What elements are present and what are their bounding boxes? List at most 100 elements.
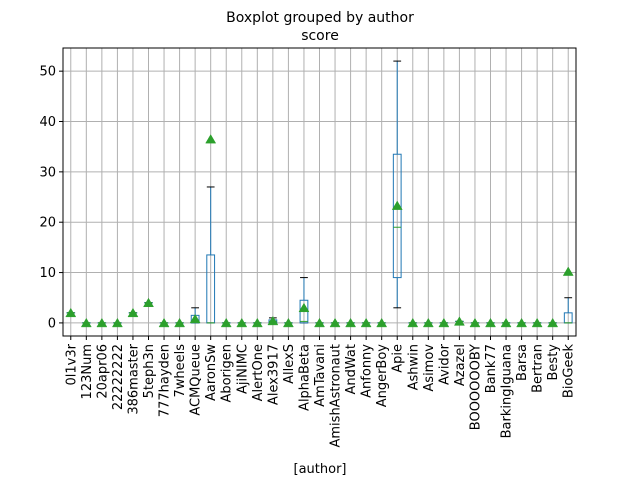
y-tick-label: 30	[39, 165, 56, 180]
box-7wheels	[174, 317, 186, 328]
mean-marker	[282, 317, 294, 328]
x-tick-label: 123Num	[80, 344, 95, 399]
box-123Num	[80, 317, 92, 328]
x-tick-label: BOOOOOOBY	[468, 344, 483, 430]
box-BioGeek	[562, 266, 574, 324]
y-tick-label: 50	[39, 65, 56, 80]
mean-marker	[329, 317, 341, 328]
mean-marker	[345, 317, 357, 328]
box-BOOOOOOBY	[469, 317, 481, 328]
mean-marker	[298, 302, 310, 313]
mean-marker	[127, 307, 139, 318]
mean-marker	[485, 317, 496, 328]
y-tick-label: 40	[39, 115, 56, 130]
x-tick-label: Ashwin	[406, 344, 421, 390]
box-20apr06	[96, 317, 108, 328]
mean-marker	[205, 134, 217, 144]
x-tick-label: Bank77	[484, 344, 499, 393]
mean-marker	[80, 317, 92, 328]
mean-marker	[516, 317, 528, 328]
x-axis: 0l1v3r 123Num 20apr06 22222222 386master 5tep…	[64, 336, 577, 448]
box-Anfonny	[360, 317, 372, 328]
y-axis: 0 10 20 30 40 50	[39, 65, 63, 331]
box-AlertOne	[251, 317, 263, 328]
x-tick-label: 0l1v3r	[64, 343, 79, 385]
box-Bertran	[531, 317, 543, 328]
mean-marker	[96, 317, 108, 328]
mean-marker	[251, 317, 263, 328]
x-tick-label: Azazel	[453, 344, 468, 386]
mean-marker	[236, 317, 248, 328]
x-tick-label: Asimov	[422, 344, 437, 392]
x-axis-label: [author]	[294, 462, 347, 477]
box-AmTavani	[314, 317, 325, 328]
chart-title: Boxplot grouped by author	[226, 10, 414, 26]
mean-marker	[220, 317, 232, 328]
y-tick-label: 20	[39, 216, 56, 231]
chart-subtitle: score	[301, 28, 339, 44]
mean-marker	[422, 317, 434, 328]
x-tick-label: Apie	[391, 344, 406, 373]
x-tick-label: AndWat	[344, 344, 359, 394]
x-tick-label: 22222222	[111, 344, 126, 410]
mean-marker	[111, 317, 123, 328]
box-AndWat	[345, 317, 357, 328]
box-22222222	[111, 317, 123, 328]
mean-marker	[360, 317, 372, 328]
box-Bank77	[485, 317, 496, 328]
x-tick-label: Avidor	[437, 343, 452, 385]
x-tick-label: Barsa	[515, 344, 530, 381]
x-tick-label: AllexS	[282, 344, 297, 384]
box-BarkingIguana	[500, 317, 512, 328]
box-Barsa	[516, 317, 528, 328]
x-tick-label: 777hayden	[158, 344, 173, 417]
box-0l1v3r	[65, 307, 77, 318]
x-tick-label: Besty	[546, 344, 561, 381]
box-Ashwin	[407, 317, 419, 328]
box-AaronSw	[205, 134, 217, 324]
box-AllexS	[282, 317, 294, 328]
grid-lines	[63, 48, 576, 336]
mean-marker	[314, 317, 325, 328]
mean-marker	[158, 317, 170, 328]
box-iqr	[392, 153, 402, 279]
x-tick-label: 7wheels	[173, 344, 188, 398]
mean-marker	[453, 316, 465, 326]
x-tick-label: AaronSw	[204, 344, 219, 401]
x-tick-label: AngerBoy	[375, 344, 390, 408]
box-AmishAstronaut	[329, 317, 341, 328]
box-AlphaBeta	[298, 277, 310, 324]
x-tick-label: ACMQueue	[189, 344, 204, 416]
mean-marker	[562, 266, 574, 276]
x-tick-label: 5teph3n	[142, 344, 157, 398]
box-777hayden	[158, 317, 170, 328]
x-tick-label: Anfonny	[360, 344, 375, 398]
mean-marker	[469, 317, 481, 328]
box-5teph3n	[143, 297, 154, 308]
x-tick-label: AmTavani	[313, 344, 328, 407]
box-Avidor	[438, 317, 450, 328]
mean-marker	[547, 317, 559, 328]
box-AngerBoy	[376, 317, 388, 328]
mean-marker	[531, 317, 543, 328]
x-tick-label: BarkingIguana	[500, 344, 515, 438]
box-386master	[127, 307, 139, 318]
mean-marker	[174, 317, 186, 328]
box-Alex3917	[267, 315, 279, 326]
x-tick-label: 20apr06	[95, 344, 110, 399]
box-Apie	[391, 60, 403, 309]
y-tick-label: 10	[39, 266, 56, 281]
mean-marker	[438, 317, 450, 328]
y-tick-label: 0	[48, 316, 56, 331]
box-ACMQueue	[189, 307, 201, 324]
mean-marker	[267, 315, 279, 326]
mean-marker	[376, 317, 388, 328]
x-tick-label: Aborigen	[220, 344, 235, 403]
x-tick-label: AlphaBeta	[297, 344, 312, 411]
mean-marker	[143, 297, 154, 308]
x-tick-label: AlertOne	[251, 344, 266, 401]
mean-marker	[407, 317, 419, 328]
box-Azazel	[453, 316, 465, 326]
x-tick-label: AjiNIMC	[235, 344, 250, 394]
